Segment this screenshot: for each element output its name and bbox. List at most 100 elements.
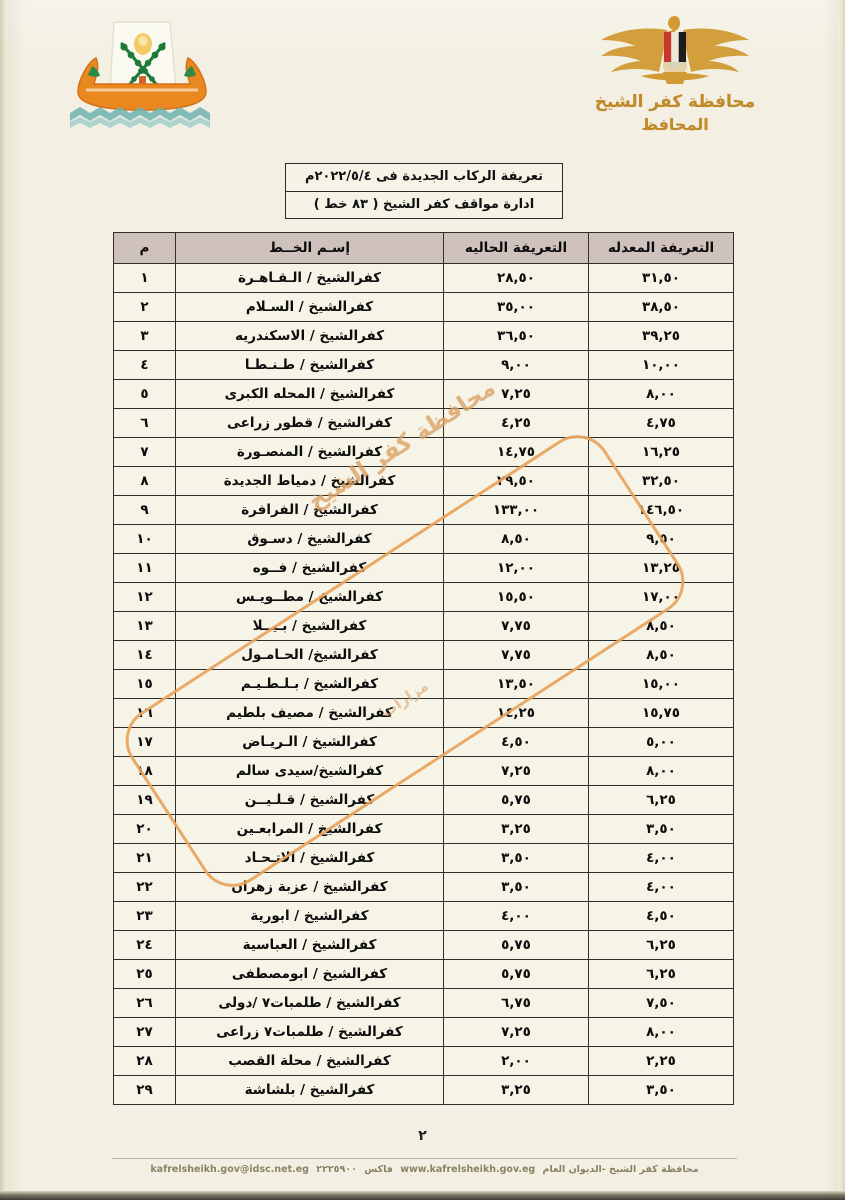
cell-adjusted-fare: ٦,٢٥ (588, 959, 734, 989)
cell-adjusted-fare: ٨,٥٠ (588, 640, 734, 670)
table-row: ١٧,٠٠ ١٥,٥٠ كفرالشيخ / مطــويـس ١٢ (113, 582, 734, 612)
cell-adjusted-fare: ٤,٧٥ (588, 408, 734, 438)
cell-line-name: كفرالشيخ / الفرافرة (175, 495, 444, 525)
cell-adjusted-fare: ٨,٠٠ (588, 756, 734, 786)
cell-line-name: كفرالشيخ / دسـوق (175, 524, 444, 554)
footer-fax-number: ٢٢٢٥٩٠٠ (316, 1164, 357, 1175)
cell-current-fare: ٣,٥٠ (443, 872, 589, 902)
cell-line-name: كفرالشيخ / طـنـطـا (175, 350, 444, 380)
cell-row-number: ٩ (113, 495, 176, 525)
cell-row-number: ٥ (113, 379, 176, 409)
document-footer: محافظة كفر الشيخ -الديوان العام www.kafr… (112, 1163, 737, 1176)
table-row: ١٠,٠٠ ٩,٠٠ كفرالشيخ / طـنـطـا ٤ (113, 350, 734, 380)
cell-line-name: كفرالشيخ/ الحـامـول (175, 640, 444, 670)
cell-line-name: كفرالشيخ / المنصـورة (175, 437, 444, 467)
cell-line-name: كفرالشيخ / قـلـيــن (175, 785, 444, 815)
table-row: ٤,٠٠ ٣,٥٠ كفرالشيخ / عزبة زهران ٢٢ (113, 872, 734, 902)
footer-organization: محافظة كفر الشيخ -الديوان العام (542, 1164, 699, 1175)
table-row: ٤,٧٥ ٤,٢٥ كفرالشيخ / قطور زراعى ٦ (113, 408, 734, 438)
cell-current-fare: ١٤,٢٥ (443, 698, 589, 728)
cell-current-fare: ٧,٧٥ (443, 640, 589, 670)
cell-adjusted-fare: ٦,٢٥ (588, 930, 734, 960)
cell-line-name: كفرالشيخ / فــوه (175, 553, 444, 583)
table-row: ٣,٥٠ ٣,٢٥ كفرالشيخ / المرابعـين ٢٠ (113, 814, 734, 844)
cell-line-name: كفرالشيخ / الـريـاض (175, 727, 444, 757)
cell-current-fare: ١٤,٧٥ (443, 437, 589, 467)
cell-adjusted-fare: ١٥,٠٠ (588, 669, 734, 699)
table-row: ٣١,٥٠ ٢٨,٥٠ كفرالشيخ / الـقـاهـرة ١ (113, 263, 734, 293)
cell-current-fare: ٧,٢٥ (443, 756, 589, 786)
cell-line-name: كفرالشيخ/سيدى سالم (175, 756, 444, 786)
governorate-name: محافظة كفر الشيخ (594, 92, 756, 112)
cell-line-name: كفرالشيخ / محلة القصب (175, 1046, 444, 1076)
cell-current-fare: ٢,٠٠ (443, 1046, 589, 1076)
cell-adjusted-fare: ٣,٥٠ (588, 814, 734, 844)
cell-line-name: كفرالشيخ / المرابعـين (175, 814, 444, 844)
cell-row-number: ٦ (113, 408, 176, 438)
cell-current-fare: ٩,٠٠ (443, 350, 589, 380)
table-row: ١٥,٠٠ ١٣,٥٠ كفرالشيخ / بـلـطـيـم ١٥ (113, 669, 734, 699)
column-header-current-fare: التعريفة الحاليه (443, 232, 589, 264)
cell-line-name: كفرالشيخ / طلمبات٧ زراعى (175, 1017, 444, 1047)
cell-adjusted-fare: ١٧,٠٠ (588, 582, 734, 612)
table-row: ١٣,٢٥ ١٢,٠٠ كفرالشيخ / فــوه ١١ (113, 553, 734, 583)
cell-line-name: كفرالشيخ / السـلام (175, 292, 444, 322)
cell-adjusted-fare: ٣٢,٥٠ (588, 466, 734, 496)
table-row: ٢,٢٥ ٢,٠٠ كفرالشيخ / محلة القصب ٢٨ (113, 1046, 734, 1076)
table-row: ١٥,٧٥ ١٤,٢٥ كفرالشيخ / مصيف بلطيم ١٦ (113, 698, 734, 728)
table-body: ٣١,٥٠ ٢٨,٥٠ كفرالشيخ / الـقـاهـرة ١ ٣٨,٥٠ ٣٥,… (113, 263, 734, 1105)
cell-adjusted-fare: ٧,٥٠ (588, 988, 734, 1018)
cell-row-number: ٢٩ (113, 1075, 176, 1105)
cell-row-number: ٧ (113, 437, 176, 467)
cell-row-number: ٢٨ (113, 1046, 176, 1076)
table-row: ٨,٥٠ ٧,٧٥ كفرالشيخ / بـيــلا ١٣ (113, 611, 734, 641)
governorate-crest-block: محافظة كفر الشيخ المحافظ (525, 10, 825, 134)
cell-line-name: كفرالشيخ / عزبة زهران (175, 872, 444, 902)
cell-current-fare: ١٣٣,٠٠ (443, 495, 589, 525)
scan-edge-bottom (0, 1191, 845, 1200)
table-row: ٣٢,٥٠ ٢٩,٥٠ كفرالشيخ / دمياط الجديدة ٨ (113, 466, 734, 496)
cell-row-number: ١٧ (113, 727, 176, 757)
cell-current-fare: ٣,٥٠ (443, 843, 589, 873)
table-row: ١٦,٢٥ ١٤,٧٥ كفرالشيخ / المنصـورة ٧ (113, 437, 734, 467)
cell-current-fare: ٥,٧٥ (443, 785, 589, 815)
cell-row-number: ١٢ (113, 582, 176, 612)
fares-table: التعريفة المعدله التعريفة الحاليه إسـم ا… (113, 232, 734, 1105)
table-row: ٦,٢٥ ٥,٧٥ كفرالشيخ / ابومصطفى ٢٥ (113, 959, 734, 989)
cell-adjusted-fare: ٣١,٥٠ (588, 263, 734, 293)
cell-row-number: ١٩ (113, 785, 176, 815)
cell-adjusted-fare: ١٤٦,٥٠ (588, 495, 734, 525)
cell-line-name: كفرالشيخ / طلمبات٧ /دولى (175, 988, 444, 1018)
cell-current-fare: ٥,٧٥ (443, 930, 589, 960)
cell-current-fare: ٤,٠٠ (443, 901, 589, 931)
cell-current-fare: ٢٩,٥٠ (443, 466, 589, 496)
cell-row-number: ١٦ (113, 698, 176, 728)
cell-row-number: ٢٢ (113, 872, 176, 902)
cell-adjusted-fare: ٨,٠٠ (588, 1017, 734, 1047)
cell-adjusted-fare: ١٦,٢٥ (588, 437, 734, 467)
cell-row-number: ٢٣ (113, 901, 176, 931)
cell-line-name: كفرالشيخ / العباسية (175, 930, 444, 960)
column-header-number: م (113, 232, 176, 264)
scan-edge-left (0, 0, 7, 1200)
cell-row-number: ٣ (113, 321, 176, 351)
cell-line-name: كفرالشيخ / بـلـطـيـم (175, 669, 444, 699)
cell-line-name: كفرالشيخ / المحله الكبرى (175, 379, 444, 409)
cell-current-fare: ٤,٢٥ (443, 408, 589, 438)
page-number: ٢ (418, 1128, 427, 1144)
footer-email[interactable]: kafrelsheikh.gov@idsc.net.eg (150, 1164, 309, 1175)
cell-line-name: كفرالشيخ / الاسكندريه (175, 321, 444, 351)
cell-row-number: ٨ (113, 466, 176, 496)
cell-row-number: ١٤ (113, 640, 176, 670)
footer-website[interactable]: www.kafrelsheikh.gov.eg (400, 1164, 536, 1175)
cell-row-number: ١٠ (113, 524, 176, 554)
governor-title: المحافظ (641, 115, 709, 134)
cell-line-name: كفرالشيخ / مصيف بلطيم (175, 698, 444, 728)
cell-adjusted-fare: ٣,٥٠ (588, 1075, 734, 1105)
cell-current-fare: ١٥,٥٠ (443, 582, 589, 612)
title-line-1: تعريفة الركاب الجديدة فى ٢٠٢٢/٥/٤م (304, 169, 544, 184)
cell-adjusted-fare: ١٣,٢٥ (588, 553, 734, 583)
column-header-line-name: إسـم الخــط (175, 232, 444, 264)
cell-line-name: كفرالشيخ / الـقـاهـرة (175, 263, 444, 293)
cell-line-name: كفرالشيخ / ابومصطفى (175, 959, 444, 989)
